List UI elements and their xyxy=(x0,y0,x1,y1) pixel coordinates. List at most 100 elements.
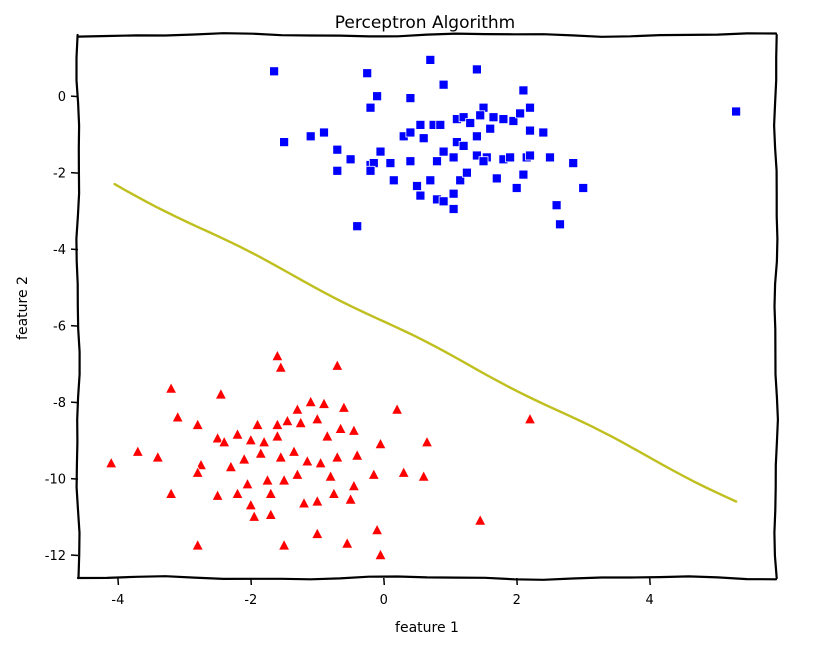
triangle-point xyxy=(244,498,257,511)
triangle-point xyxy=(301,454,314,467)
square-point xyxy=(372,91,383,102)
square-point xyxy=(525,102,535,113)
square-point xyxy=(425,55,436,65)
square-point xyxy=(388,175,399,186)
triangle-point xyxy=(261,473,274,486)
square-point xyxy=(471,131,482,142)
square-point xyxy=(438,196,449,207)
square-point xyxy=(568,158,579,169)
square-point xyxy=(332,165,343,176)
triangle-point xyxy=(370,523,384,536)
square-point xyxy=(461,167,472,178)
triangle-point xyxy=(274,450,287,463)
square-point xyxy=(508,116,519,126)
frame-top xyxy=(76,32,778,38)
triangle-point xyxy=(331,358,344,371)
y-tick-label: -8 xyxy=(53,396,66,411)
triangle-point xyxy=(211,431,224,444)
y-tick xyxy=(70,554,79,557)
triangle-point xyxy=(251,418,264,430)
square-point xyxy=(305,131,316,142)
square-point xyxy=(385,158,396,169)
triangle-point xyxy=(231,487,244,499)
triangle-point xyxy=(397,465,410,478)
triangle-point xyxy=(327,487,341,499)
triangle-point xyxy=(344,492,357,505)
triangle-point xyxy=(224,460,238,473)
square-point xyxy=(485,123,496,134)
triangle-point xyxy=(244,433,257,446)
triangle-point xyxy=(211,488,224,501)
square-point xyxy=(418,133,429,144)
square-point xyxy=(555,219,565,230)
triangle-point xyxy=(321,429,334,442)
x-tick xyxy=(515,577,518,586)
square-point xyxy=(332,144,343,155)
square-point xyxy=(498,114,509,124)
y-tick xyxy=(70,477,79,480)
triangle-point xyxy=(374,437,387,450)
data-points xyxy=(105,55,741,560)
x-tick-label: -2 xyxy=(244,593,257,608)
triangle-point xyxy=(291,467,304,480)
triangle-point xyxy=(420,435,434,448)
triangle-point xyxy=(214,387,228,400)
square-point xyxy=(448,188,459,199)
triangle-point xyxy=(311,527,324,539)
triangle-point xyxy=(291,402,304,415)
triangle-point xyxy=(277,538,291,551)
square-point xyxy=(405,156,416,167)
square-point xyxy=(269,66,280,77)
triangle-point xyxy=(271,429,284,442)
x-tick xyxy=(117,577,120,586)
square-point xyxy=(578,183,589,193)
y-tick xyxy=(70,324,79,327)
x-tick xyxy=(250,577,253,586)
triangle-point xyxy=(274,360,287,373)
frame-right xyxy=(772,33,780,580)
square-point xyxy=(475,110,486,121)
triangle-point xyxy=(164,487,178,499)
square-point xyxy=(471,150,482,161)
y-tick-label: -10 xyxy=(45,473,66,488)
triangle-point xyxy=(331,450,344,463)
triangle-point xyxy=(164,381,178,394)
x-tick-label: 4 xyxy=(646,593,654,608)
triangle-point xyxy=(257,435,271,448)
square-point xyxy=(365,102,376,113)
square-point xyxy=(362,68,373,79)
triangle-point xyxy=(337,400,351,413)
triangle-point xyxy=(254,446,267,459)
square-point xyxy=(518,169,529,180)
square-point xyxy=(518,85,529,96)
square-point xyxy=(448,152,459,163)
square-point xyxy=(435,120,446,130)
x-axis-label: feature 1 xyxy=(395,620,459,636)
square-point xyxy=(405,127,416,138)
triangle-point xyxy=(311,494,324,507)
triangle-point xyxy=(417,469,430,482)
chart-title: Perceptron Algorithm xyxy=(335,13,515,33)
square-point xyxy=(538,127,549,138)
triangle-point xyxy=(314,456,327,469)
y-tick xyxy=(70,95,79,98)
square-point xyxy=(279,137,290,148)
square-point xyxy=(375,146,386,157)
triangle-point xyxy=(264,487,277,499)
y-tick-label: -2 xyxy=(53,167,66,182)
triangle-point xyxy=(523,412,537,425)
triangle-point xyxy=(347,423,361,436)
square-point xyxy=(525,150,535,161)
square-point xyxy=(525,125,535,136)
square-point xyxy=(458,112,469,123)
triangle-point xyxy=(374,548,387,560)
triangle-point xyxy=(304,395,317,408)
square-point xyxy=(405,93,416,103)
y-tick-label: 0 xyxy=(58,90,66,105)
x-tick-label: -4 xyxy=(111,593,124,608)
triangle-point xyxy=(281,414,294,427)
y-tick xyxy=(70,401,79,404)
square-point xyxy=(488,112,499,123)
triangle-point xyxy=(191,418,204,430)
